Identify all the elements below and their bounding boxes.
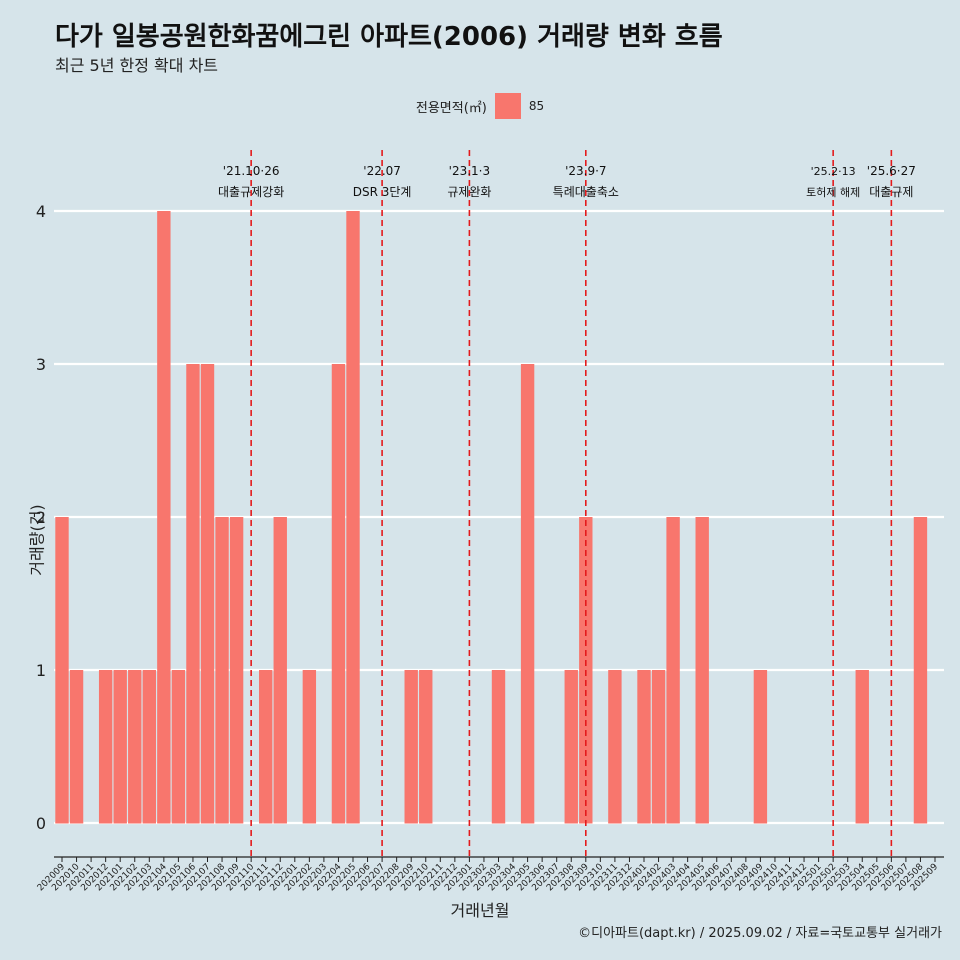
- event-label: 특례대출축소: [553, 185, 619, 199]
- y-tick-label: 1: [36, 661, 46, 680]
- legend-title: 전용면적(㎡): [415, 100, 487, 116]
- y-tick-label: 0: [36, 814, 46, 833]
- event-label: 토허제 해제: [806, 185, 860, 199]
- chart-subtitle: 최근 5년 한정 확대 차트: [55, 56, 219, 75]
- bar: [855, 670, 869, 823]
- event-date-label: '23.9·7: [565, 164, 606, 178]
- y-tick-label: 3: [36, 355, 46, 374]
- bar: [186, 364, 200, 823]
- bar: [666, 517, 680, 823]
- legend-swatch: [494, 93, 521, 119]
- bar: [637, 670, 651, 823]
- bar: [491, 670, 506, 823]
- bar: [520, 364, 535, 823]
- legend-entry: 85: [528, 99, 545, 113]
- event-label: 대출규제강화: [218, 185, 284, 199]
- bar: [564, 670, 578, 823]
- bar: [200, 364, 215, 823]
- bar: [346, 211, 360, 823]
- event-date-label: '25.2·13: [811, 165, 856, 178]
- bar: [273, 517, 287, 823]
- event-label: 대출규제: [869, 185, 913, 199]
- event-date-label: '23.1·3: [449, 164, 490, 178]
- bar: [142, 670, 156, 823]
- bar: [157, 211, 171, 823]
- y-axis-label: 거래량(건): [27, 504, 47, 576]
- y-tick-label: 4: [36, 202, 46, 221]
- bar: [229, 517, 244, 823]
- event-label: 규제완화: [447, 185, 491, 199]
- bar: [128, 670, 142, 823]
- source-caption: ©디아파트(dapt.kr) / 2025.09.02 / 자료=국토교통부 실…: [578, 926, 942, 941]
- bar: [608, 670, 622, 823]
- bar: [302, 670, 317, 823]
- event-label: DSR 3단계: [353, 185, 412, 199]
- bar: [913, 517, 928, 823]
- event-date-label: '25.6·27: [867, 164, 916, 178]
- bar: [404, 670, 418, 823]
- bar: [171, 670, 186, 823]
- y-tick-label: 2: [36, 508, 46, 527]
- bar: [419, 670, 433, 823]
- bar: [651, 670, 666, 823]
- bar: [113, 670, 127, 823]
- bar: [753, 670, 768, 823]
- x-axis-label: 거래년월: [450, 901, 510, 920]
- event-date-label: '22.07: [363, 164, 401, 178]
- chart-title: 다가 일봉공원한화꿈에그린 아파트(2006) 거래량 변화 흐름: [55, 22, 723, 52]
- event-date-label: '21.10·26: [223, 164, 280, 178]
- bar: [259, 670, 273, 823]
- bar: [55, 517, 69, 823]
- legend: 전용면적(㎡) 85: [0, 93, 960, 119]
- bar: [331, 364, 346, 823]
- bar: [98, 670, 113, 823]
- bar: [215, 517, 229, 823]
- bar: [695, 517, 709, 823]
- bar: [69, 670, 84, 823]
